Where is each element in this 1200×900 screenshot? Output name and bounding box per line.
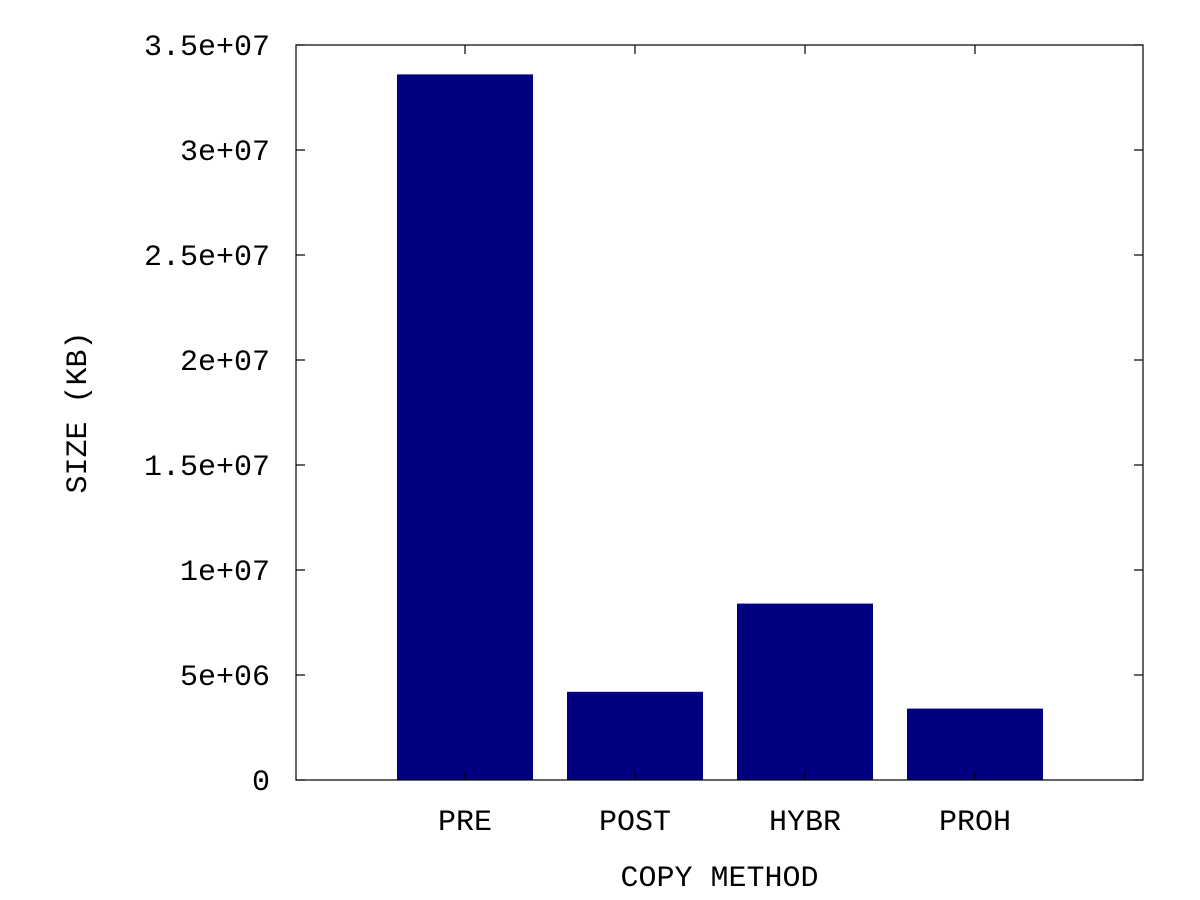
y-tick-label: 2e+07 xyxy=(180,346,270,380)
bar-proh xyxy=(907,708,1043,780)
x-tick-label-post: POST xyxy=(599,806,671,840)
bar-hybr xyxy=(737,603,873,780)
x-tick-label-hybr: HYBR xyxy=(769,806,841,840)
y-tick-label: 3.5e+07 xyxy=(144,31,270,65)
x-tick-label-proh: PROH xyxy=(939,806,1011,840)
x-axis-tick-labels: PRE POST HYBR PROH xyxy=(438,45,1011,840)
bar-post xyxy=(567,691,703,780)
y-tick-label: 1e+07 xyxy=(180,556,270,590)
y-tick-label: 2.5e+07 xyxy=(144,241,270,275)
x-axis-label: COPY METHOD xyxy=(620,862,818,896)
y-axis-label: SIZE (KB) xyxy=(62,331,96,493)
y-tick-label: 3e+07 xyxy=(180,136,270,170)
x-tick-label-pre: PRE xyxy=(438,806,492,840)
y-tick-label: 5e+06 xyxy=(180,661,270,695)
bars xyxy=(397,74,1043,780)
y-tick-label: 0 xyxy=(252,766,270,800)
y-tick-label: 1.5e+07 xyxy=(144,451,270,485)
bar-pre xyxy=(397,74,533,780)
plot-frame xyxy=(295,44,1144,781)
y-axis-ticks: 0 5e+06 1e+07 1.5e+07 2e+07 2.5e+07 3e+07 3.5e+… xyxy=(144,31,1143,800)
